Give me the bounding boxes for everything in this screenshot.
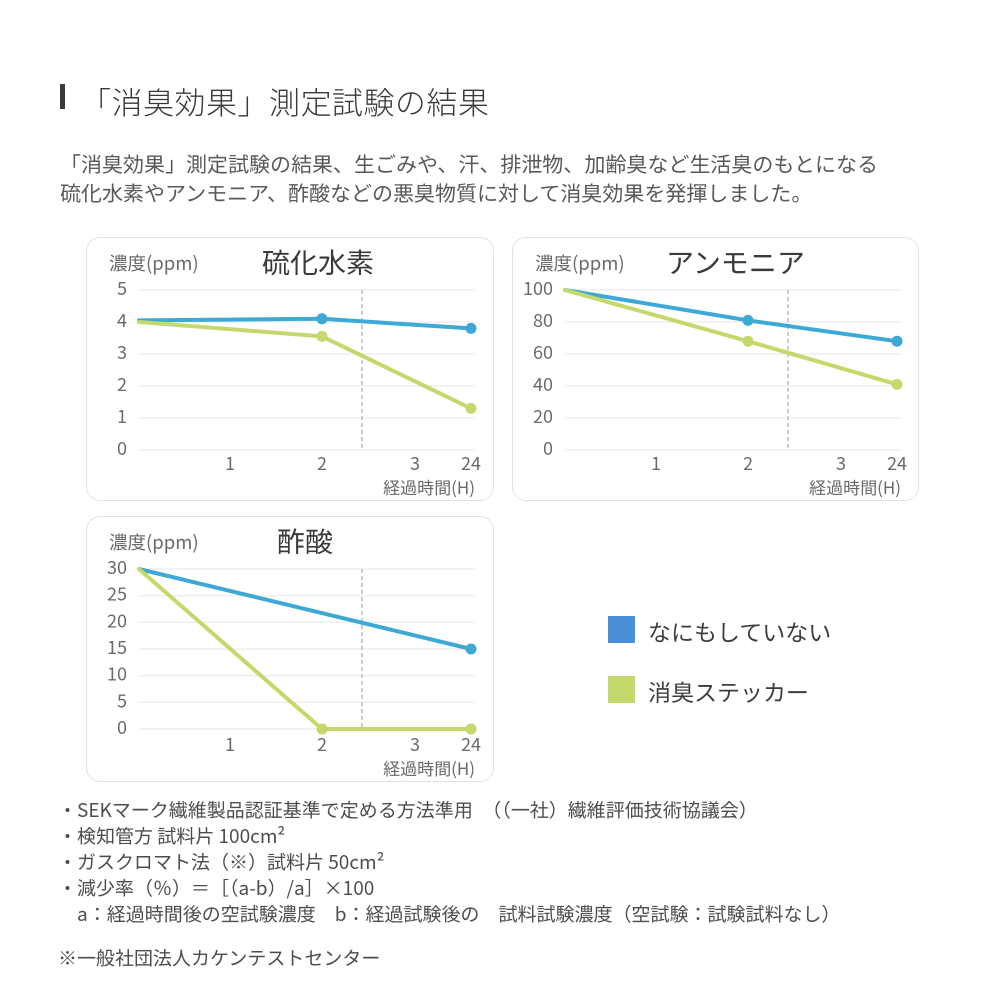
svg-text:20: 20: [107, 607, 127, 633]
svg-text:10: 10: [107, 661, 127, 687]
svg-text:24: 24: [461, 731, 481, 757]
svg-text:30: 30: [107, 554, 127, 580]
svg-text:酢酸: 酢酸: [277, 521, 333, 561]
svg-text:アンモニア: アンモニア: [666, 242, 805, 282]
svg-text:経過時間(H): 経過時間(H): [809, 474, 901, 499]
svg-text:25: 25: [107, 581, 127, 607]
svg-text:3: 3: [410, 450, 420, 476]
svg-text:2: 2: [743, 450, 753, 476]
svg-text:0: 0: [117, 435, 127, 461]
svg-text:15: 15: [107, 634, 127, 660]
svg-text:1: 1: [225, 450, 235, 476]
svg-text:濃度(ppm): 濃度(ppm): [109, 529, 199, 555]
svg-text:2: 2: [317, 731, 327, 757]
svg-text:4: 4: [117, 307, 127, 333]
svg-text:経過時間(H): 経過時間(H): [383, 474, 475, 499]
svg-text:硫化水素: 硫化水素: [262, 242, 374, 282]
svg-text:濃度(ppm): 濃度(ppm): [535, 250, 625, 276]
svg-text:40: 40: [533, 371, 553, 397]
svg-text:0: 0: [543, 435, 553, 461]
svg-text:経過時間(H): 経過時間(H): [383, 755, 475, 780]
svg-text:濃度(ppm): 濃度(ppm): [109, 250, 199, 276]
svg-text:100: 100: [523, 275, 553, 301]
svg-text:0: 0: [117, 714, 127, 740]
svg-text:1: 1: [225, 731, 235, 757]
svg-text:5: 5: [117, 275, 127, 301]
svg-text:80: 80: [533, 307, 553, 333]
svg-text:1: 1: [117, 403, 127, 429]
svg-text:3: 3: [410, 731, 420, 757]
svg-text:1: 1: [651, 450, 661, 476]
svg-text:5: 5: [117, 687, 127, 713]
svg-text:2: 2: [317, 450, 327, 476]
svg-text:24: 24: [461, 450, 481, 476]
svg-text:3: 3: [117, 339, 127, 365]
svg-text:24: 24: [887, 450, 907, 476]
svg-text:2: 2: [117, 371, 127, 397]
svg-text:3: 3: [836, 450, 846, 476]
svg-text:20: 20: [533, 403, 553, 429]
svg-text:60: 60: [533, 339, 553, 365]
